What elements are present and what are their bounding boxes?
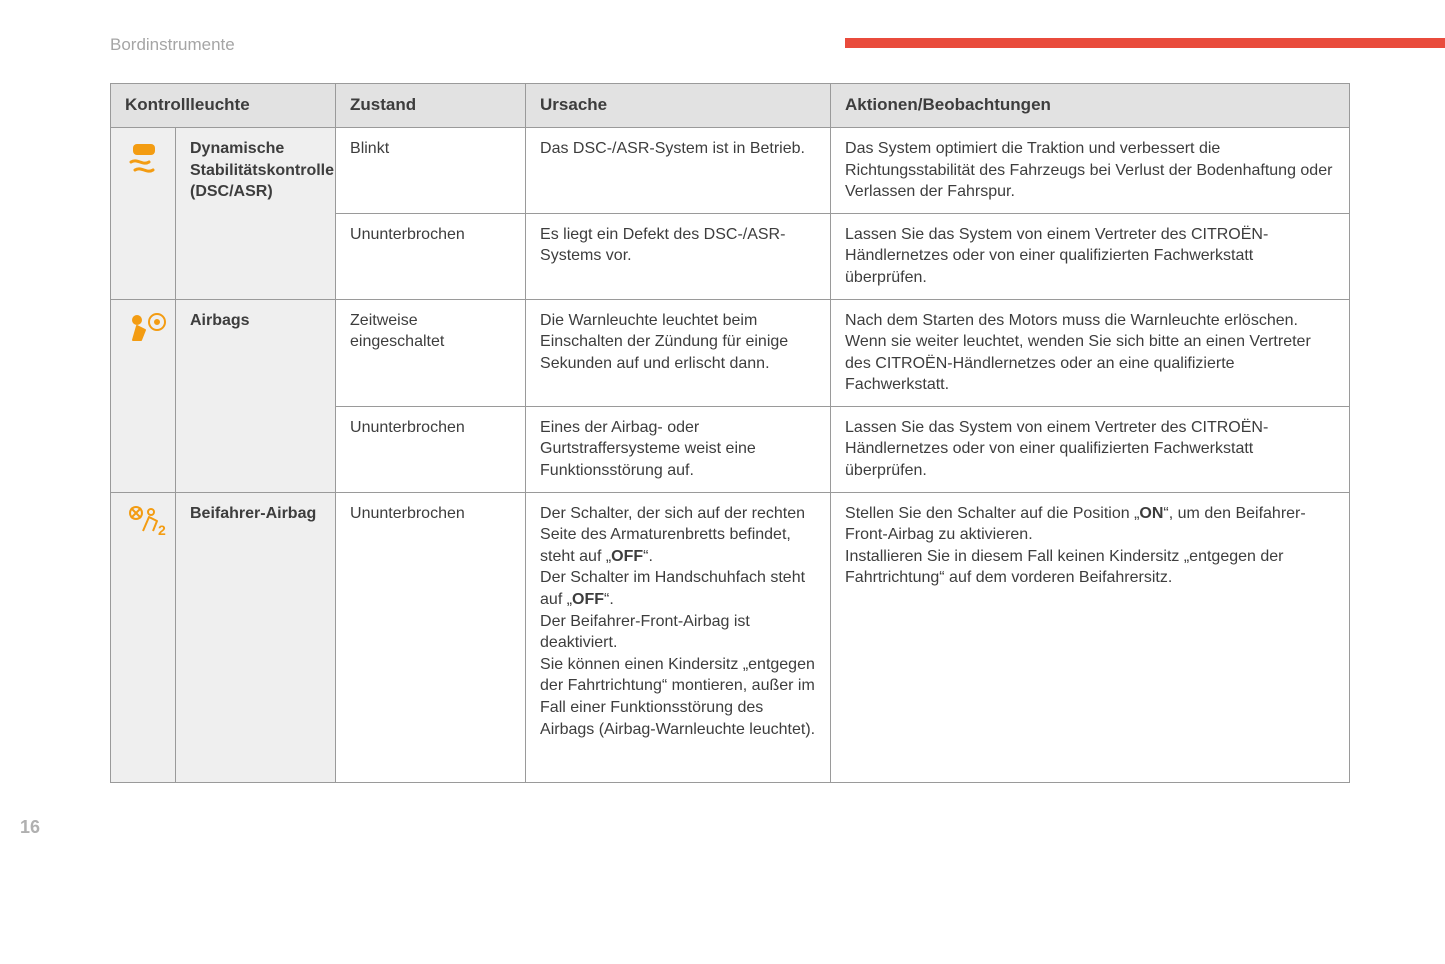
passenger-airbag-off-icon: 2 (125, 503, 169, 541)
airbag-icon (125, 310, 169, 348)
header-zustand: Zustand (336, 84, 526, 128)
name-cell: Airbags (176, 299, 336, 492)
state-cell: Ununterbrochen (336, 492, 526, 782)
header-ursache: Ursache (526, 84, 831, 128)
cause-cell: Die Warnleuchte leuchtet beim Einschalte… (526, 299, 831, 406)
state-cell: Zeitweise eingeschaltet (336, 299, 526, 406)
icon-cell-airbag (111, 299, 176, 492)
icon-cell-passenger-airbag: 2 (111, 492, 176, 782)
svg-text:2: 2 (158, 522, 166, 538)
action-cell: Lassen Sie das System von einem Vertrete… (831, 406, 1350, 492)
name-cell: Dynamische Stabilitätskontrolle (DSC/ASR… (176, 127, 336, 299)
accent-bar (845, 38, 1445, 48)
table-row: 2 Beifahrer-Airbag Ununterbrochen Der Sc… (111, 492, 1350, 782)
state-cell: Ununterbrochen (336, 213, 526, 299)
cause-cell: Eines der Airbag- oder Gurtstraffersyste… (526, 406, 831, 492)
icon-cell-dsc (111, 127, 176, 299)
section-title: Bordinstrumente (110, 35, 235, 55)
action-cell: Stellen Sie den Schalter auf die Positio… (831, 492, 1350, 782)
state-cell: Ununterbrochen (336, 406, 526, 492)
table-header-row: Kontrollleuchte Zustand Ursache Aktionen… (111, 84, 1350, 128)
table-row: Dynamische Stabilitätskontrolle (DSC/ASR… (111, 127, 1350, 213)
cause-cell: Das DSC-/ASR-System ist in Betrieb. (526, 127, 831, 213)
cause-cell: Es liegt ein Defekt des DSC-/ASR-Systems… (526, 213, 831, 299)
cause-cell: Der Schalter, der sich auf der rechten S… (526, 492, 831, 782)
page-number: 16 (20, 817, 40, 838)
state-cell: Blinkt (336, 127, 526, 213)
header-kontrollleuchte: Kontrollleuchte (111, 84, 336, 128)
action-cell: Nach dem Starten des Motors muss die War… (831, 299, 1350, 406)
name-cell: Beifahrer-Airbag (176, 492, 336, 782)
dsc-icon (125, 138, 169, 176)
header-aktionen: Aktionen/Beobachtungen (831, 84, 1350, 128)
action-cell: Lassen Sie das System von einem Vertrete… (831, 213, 1350, 299)
table-row: Airbags Zeitweise eingeschaltet Die Warn… (111, 299, 1350, 406)
action-cell: Das System optimiert die Traktion und ve… (831, 127, 1350, 213)
warning-lights-table: Kontrollleuchte Zustand Ursache Aktionen… (110, 83, 1350, 783)
